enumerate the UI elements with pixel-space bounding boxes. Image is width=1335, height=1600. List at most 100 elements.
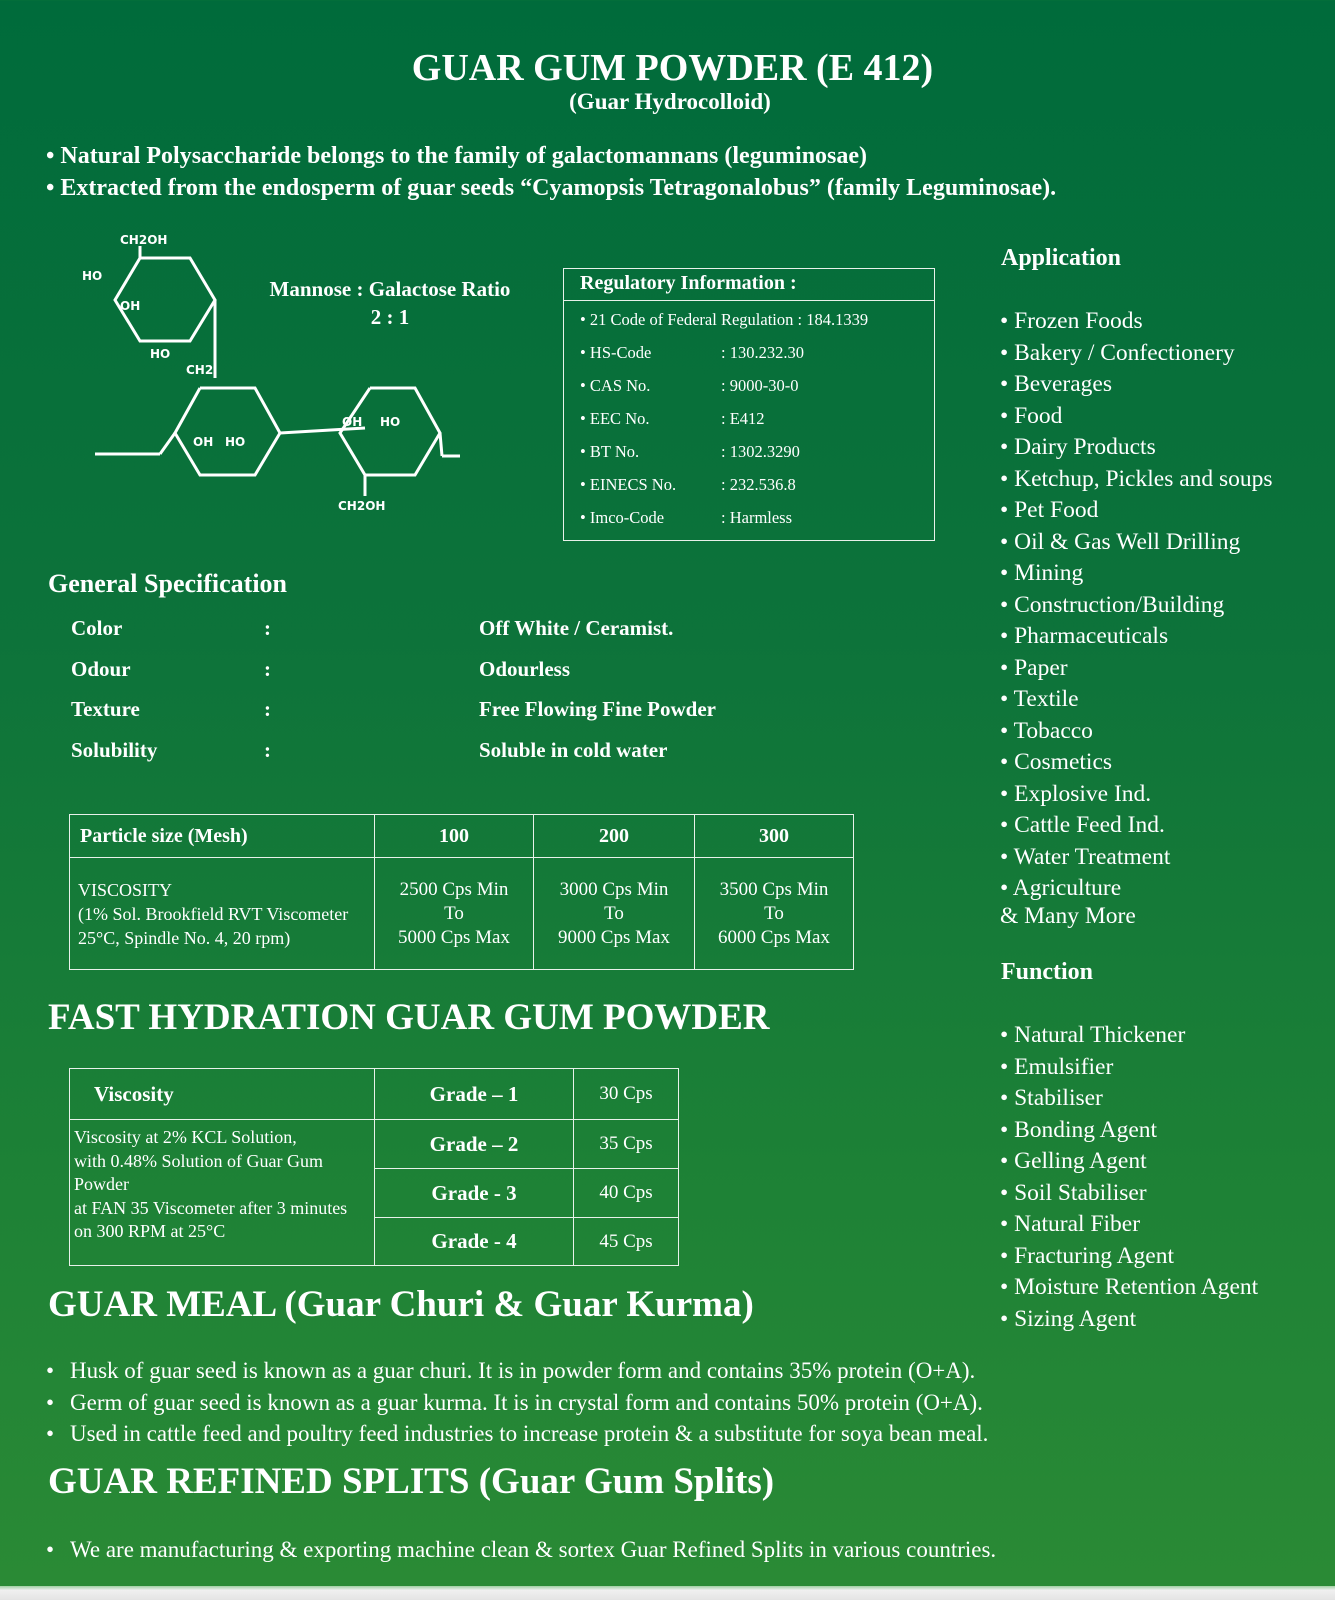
chemical-structure-diagram: CH2OH CH2 CH2OH HO OH HO OH HO OH HO <box>82 233 460 513</box>
application-item: • Frozen Foods <box>1000 308 1143 334</box>
function-list: • Natural Thickener • Emulsifier • Stabili… <box>1000 1020 1258 1335</box>
galactose-ring <box>113 256 217 343</box>
splits-bullet-text: We are manufacturing & exporting machine… <box>70 1537 997 1562</box>
bullet-icon: • <box>46 1421 55 1446</box>
application-item: • Textile <box>1000 686 1079 712</box>
function-item: • Soil Stabiliser <box>1000 1179 1147 1206</box>
reg-value: : Harmless <box>721 508 793 527</box>
regulatory-row: • CAS No. : 9000-30-0 <box>580 376 798 396</box>
application-item: • Cattle Feed Ind. <box>1000 812 1165 838</box>
reg-value: : 9000-30-0 <box>721 376 799 395</box>
spec-colon: : <box>264 697 271 721</box>
regulatory-info-box: Regulatory Information : • 21 Code of Fe… <box>563 268 935 541</box>
svg-text:OH: OH <box>120 299 140 313</box>
text-line: 9000 Cps Max <box>558 926 670 948</box>
structure-label: CH2OH <box>338 499 385 513</box>
reg-value: : 1302.3290 <box>721 442 800 461</box>
function-item: • Stabiliser <box>1000 1085 1103 1111</box>
regulatory-row: • EINECS No.: 232.536.8 <box>580 475 796 495</box>
bullet-icon: • <box>46 1389 55 1415</box>
reg-key: • CAS No. <box>580 376 651 395</box>
reg-key: • EEC No. <box>580 409 650 428</box>
text-line: 25°C, Spindle No. 4, 20 rpm) <box>78 927 291 948</box>
function-item: • Natural Fiber <box>1000 1211 1141 1237</box>
table-header: 200 <box>533 814 695 858</box>
svg-text:OH: OH <box>342 415 362 429</box>
bottom-strip <box>0 1586 1335 1600</box>
application-item: • Ketchup, Pickles and soups <box>1000 465 1273 492</box>
reg-value: : 232.536.8 <box>721 475 796 494</box>
text-line: To <box>604 902 624 924</box>
spec-label: Solubility <box>71 737 158 762</box>
reg-value: : 130.232.30 <box>721 343 804 362</box>
function-item: • Bonding Agent <box>1000 1116 1158 1143</box>
application-item: • Cosmetics <box>1000 749 1113 775</box>
spec-value: Soluble in cold water <box>479 737 668 762</box>
application-item: • Dairy Products <box>1000 434 1156 460</box>
spec-value: Odourless <box>479 656 571 681</box>
application-item: • Beverages <box>1000 371 1112 397</box>
regulatory-row: • BT No.: 1302.3290 <box>580 442 800 462</box>
application-item: • Explosive Ind. <box>1000 780 1152 807</box>
fast-hydration-table: Viscosity Grade – 1 30 Cps Viscosity at … <box>69 1068 679 1266</box>
application-item: • Mining <box>1000 560 1084 586</box>
mannose-ring-2 <box>338 386 442 477</box>
spec-colon: : <box>264 656 271 681</box>
page-subtitle: (Guar Hydrocolloid) <box>569 89 771 114</box>
text-line: 3500 Cps Min <box>719 878 829 900</box>
application-item: • Pet Food <box>1000 497 1099 523</box>
meal-bullet-text: Used in cattle feed and poultry feed ind… <box>70 1421 989 1446</box>
function-item: • Fracturing Agent <box>1000 1242 1175 1269</box>
text-line: on 300 RPM at 25°C <box>74 1221 226 1241</box>
table-header: Particle size (Mesh) <box>69 814 375 858</box>
spec-value: Free Flowing Fine Powder <box>479 697 716 721</box>
svg-text:OH: OH <box>193 435 213 449</box>
grade-cell: Grade – 2 <box>374 1119 574 1169</box>
general-spec-heading: General Specification <box>48 569 288 598</box>
reg-key: • Imco-Code <box>580 508 665 527</box>
fast-hydration-heading: FAST HYDRATION GUAR GUM POWDER <box>48 997 770 1038</box>
svg-text:HO: HO <box>150 347 170 361</box>
viscosity-desc-cell: Viscosity at 2% KCL Solution, with 0.48%… <box>69 1119 375 1266</box>
application-item: • Agriculture <box>1000 875 1122 901</box>
text-line: To <box>444 902 464 924</box>
text-line: To <box>764 902 784 924</box>
value-cell: 40 Cps <box>573 1168 679 1218</box>
intro-bullet: • Extracted from the endosperm of guar s… <box>46 175 1057 201</box>
bullet-icon: • <box>46 1537 55 1562</box>
application-item: • Tobacco <box>1000 717 1093 744</box>
particle-size-table: Particle size (Mesh) 100 200 300 VISCOSI… <box>69 814 854 970</box>
text-line: 2500 Cps Min <box>399 878 509 900</box>
spec-value: Off White / Ceramist. <box>479 616 674 640</box>
ratio-label: Mannose : Galactose Ratio <box>269 277 511 301</box>
function-item: • Emulsifier <box>1000 1053 1114 1080</box>
value-cell: 30 Cps <box>573 1068 679 1120</box>
table-header: Viscosity <box>69 1068 375 1120</box>
text-line: (1% Sol. Brookfield RVT Viscometer <box>78 903 349 924</box>
guar-splits-heading: GUAR REFINED SPLITS (Guar Gum Splits) <box>48 1461 775 1502</box>
function-item: • Sizing Agent <box>1000 1305 1137 1332</box>
intro-bullet: • Natural Polysaccharide belongs to the … <box>46 143 868 169</box>
reg-value: : E412 <box>721 409 765 428</box>
meal-bullet-text: Germ of guar seed is known as a guar kur… <box>70 1389 983 1415</box>
meal-bullet-text: Husk of guar seed is known as a guar chu… <box>70 1358 976 1383</box>
svg-text:HO: HO <box>225 435 245 449</box>
application-item: • Food <box>1000 402 1063 429</box>
regulatory-row: • HS-Code: 130.232.30 <box>580 343 804 363</box>
application-heading: Application <box>1001 245 1122 271</box>
regulatory-title: Regulatory Information : <box>564 269 934 301</box>
function-item: • Gelling Agent <box>1000 1148 1147 1174</box>
application-item: • Pharmaceuticals <box>1000 623 1169 649</box>
structure-label: CH2 <box>186 363 213 377</box>
viscosity-value-cell: 3500 Cps Min To 6000 Cps Max <box>694 857 854 970</box>
mannose-ring-1 <box>173 386 282 477</box>
spec-colon: : <box>264 616 271 640</box>
bullet-icon: • <box>46 1358 55 1383</box>
grade-cell: Grade - 4 <box>374 1217 574 1266</box>
page-title: GUAR GUM POWDER (E 412) <box>411 47 934 89</box>
application-item: • Construction/Building <box>1000 591 1225 618</box>
function-item: • Moisture Retention Agent <box>1000 1274 1259 1300</box>
text-line: at FAN 35 Viscometer after 3 minutes <box>74 1197 348 1218</box>
value-cell: 45 Cps <box>573 1217 679 1266</box>
regulatory-row: • EEC No. : E412 <box>580 409 765 429</box>
